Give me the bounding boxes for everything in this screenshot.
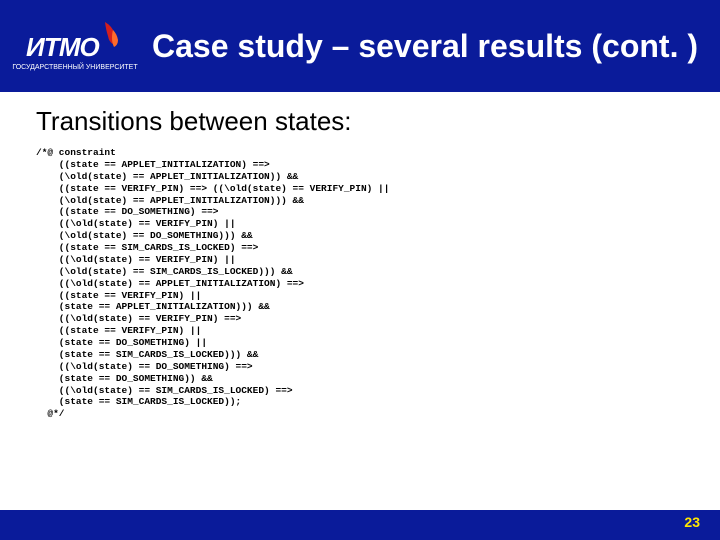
slide-header: ИТМО ГОСУДАРСТВЕННЫЙ УНИВЕРСИТЕТ Case st… (0, 0, 720, 92)
svg-text:ИТМО: ИТМО (26, 32, 100, 62)
code-block: /*@ constraint ((state == APPLET_INITIAL… (36, 147, 684, 420)
page-number: 23 (678, 512, 706, 532)
subtitle: Transitions between states: (36, 106, 684, 137)
logo-subtext: ГОСУДАРСТВЕННЫЙ УНИВЕРСИТЕТ (12, 64, 137, 72)
slide-content: Transitions between states: /*@ constrai… (0, 92, 720, 420)
slide-title: Case study – several results (cont. ) (152, 28, 698, 65)
logo-icon: ИТМО (20, 20, 130, 62)
footer-bar (0, 510, 720, 540)
itmo-logo: ИТМО ГОСУДАРСТВЕННЫЙ УНИВЕРСИТЕТ (10, 6, 140, 86)
